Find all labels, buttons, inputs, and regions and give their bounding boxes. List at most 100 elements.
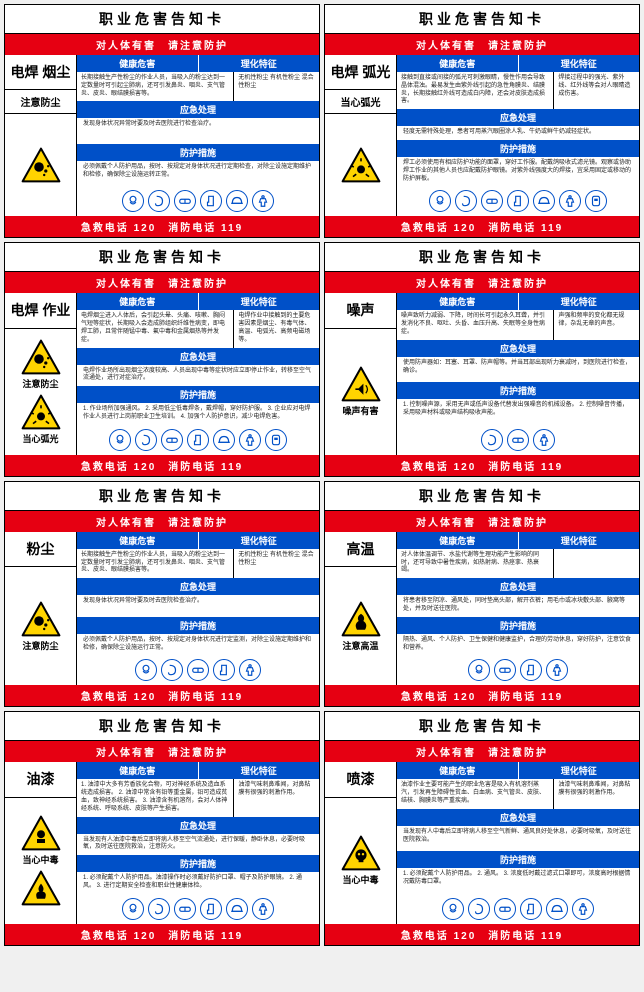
ppe-icons-row <box>77 655 319 685</box>
warning-symbols: 注意防尘当心弧光 <box>5 329 76 455</box>
hazard-card: 职业危害告知卡对人体有害 请注意防护噪声噪声有害健康危害理化特征噪声致听力减弱、… <box>324 242 640 476</box>
ppe-icons-row <box>397 655 639 685</box>
right-col: 健康危害理化特征噪声致听力减弱、下降，时间长可引起永久耳聋，并引发消化不良、呕吐… <box>397 293 639 454</box>
hazard-card: 职业危害告知卡对人体有害 请注意防护电焊 烟尘注意防尘健康危害理化特征长期接触生… <box>4 4 320 238</box>
ppe-helmet-icon <box>226 190 248 212</box>
card-title: 职业危害告知卡 <box>325 243 639 272</box>
emergency-header: 应急处理 <box>77 817 319 834</box>
warning-bar: 对人体有害 请注意防护 <box>5 272 319 293</box>
hazard-card: 职业危害告知卡对人体有害 请注意防护电焊 弧光当心弧光健康危害理化特征接触到直接… <box>324 4 640 238</box>
features-header: 理化特征 <box>519 55 640 72</box>
mid-warn-label: 注意防尘 <box>5 90 76 114</box>
warning-symbols: 噪声有害 <box>325 329 396 455</box>
footer-bar: 急救电话 120 消防电话 119 <box>325 216 639 237</box>
protection-header: 防护措施 <box>77 386 319 403</box>
emergency-text: 当发现有人中毒后立即将病人移至空气新鲜、通风良好处休息，必要时吸氧，及时送往医院… <box>397 826 639 852</box>
features-header: 理化特征 <box>199 762 320 779</box>
health-features-row: 长期接触生产性粉尘的作业人员，当吸入的粉尘达到一定数量时可引起尘肺病，还可引发鼻… <box>77 72 319 101</box>
health-header: 健康危害 <box>77 293 199 310</box>
health-header: 健康危害 <box>397 532 519 549</box>
ppe-icons-row <box>77 186 319 216</box>
warning-symbols: 注意防尘 <box>5 567 76 685</box>
warning-bar: 对人体有害 请注意防护 <box>5 34 319 55</box>
card-body: 电焊 烟尘注意防尘健康危害理化特征长期接触生产性粉尘的作业人员，当吸入的粉尘达到… <box>5 55 319 216</box>
warning-triangle-icon <box>21 147 61 183</box>
ppe-icons-row <box>77 894 319 924</box>
protection-header: 防护措施 <box>397 140 639 157</box>
protection-text: 必须佩戴个人防护用品，按时、按规定对身体状况进行定监测，对除尘设施定期维护和检修… <box>77 634 319 656</box>
card-title: 职业危害告知卡 <box>325 712 639 741</box>
features-text: 无机性粉尘 有机性粉尘 混合性粉尘 <box>234 72 319 101</box>
ppe-gloves-icon <box>200 898 222 920</box>
ppe-gloves-icon <box>213 659 235 681</box>
ppe-gloves-icon <box>520 898 542 920</box>
ppe-goggles-icon <box>174 190 196 212</box>
ppe-mask-icon <box>122 190 144 212</box>
ppe-ear-icon <box>161 659 183 681</box>
ppe-ear-icon <box>148 190 170 212</box>
ppe-shield-icon <box>265 429 287 451</box>
card-body: 噪声噪声有害健康危害理化特征噪声致听力减弱、下降，时间长可引起永久耳聋，并引发消… <box>325 293 639 454</box>
ppe-icons-row <box>397 186 639 216</box>
footer-bar: 急救电话 120 消防电话 119 <box>5 455 319 476</box>
warning-triangle-icon <box>341 147 381 183</box>
ppe-icons-row <box>397 894 639 924</box>
emergency-header: 应急处理 <box>397 578 639 595</box>
features-text: 声强和频率的变化都无规律，杂乱无章的声音。 <box>554 310 639 339</box>
warning-triangle-icon: 噪声有害 <box>341 366 381 417</box>
right-col: 健康危害理化特征电焊烟尘进入人体后，会引起头晕、头痛、咳嗽、胸闷气短等症状，长期… <box>77 293 319 454</box>
footer-bar: 急救电话 120 消防电话 119 <box>325 455 639 476</box>
ppe-shield-icon <box>585 190 607 212</box>
ppe-icons-row <box>397 425 639 455</box>
ppe-suit-icon <box>252 190 274 212</box>
right-col: 健康危害理化特征油漆作业主要可能产生的职业危害是吸入有机溶剂蒸汽，引发再生障碍性… <box>397 762 639 923</box>
features-text: 油漆气味刺鼻难闻，对鼻粘膜有很强的刺激作用。 <box>234 779 319 816</box>
footer-bar: 急救电话 120 消防电话 119 <box>5 685 319 706</box>
card-title: 职业危害告知卡 <box>5 5 319 34</box>
ppe-suit-icon <box>239 659 261 681</box>
left-col: 电焊 作业注意防尘当心弧光 <box>5 293 77 454</box>
right-col: 健康危害理化特征接触到直接或间接的弧光可刺激眼睛，慢性作用会导致晶体混浊。最易发… <box>397 55 639 216</box>
ppe-icons-row <box>77 425 319 455</box>
health-text: 1. 油漆中大多有芳香族化合物，可对神经系统及造血系统造成损害。 2. 油漆中常… <box>77 779 234 816</box>
features-header: 理化特征 <box>519 532 640 549</box>
ppe-gloves-icon <box>200 190 222 212</box>
health-header: 健康危害 <box>77 762 199 779</box>
health-header: 健康危害 <box>77 532 199 549</box>
health-features-row: 噪声致听力减弱、下降，时间长可引起永久耳聋，并引发消化不良、呕吐、头昏、血压升高… <box>397 310 639 339</box>
emergency-text: 发现身体状况异常时要及时去医院检查治疗。 <box>77 595 319 617</box>
protection-text: 1. 作业场所加强通风。 2. 采用低尘低毒焊条，戴焊帽，穿好防护服。 3. 企… <box>77 403 319 425</box>
features-header: 理化特征 <box>519 762 640 779</box>
warning-triangle-icon: 当心中毒 <box>341 835 381 886</box>
left-col: 喷漆当心中毒 <box>325 762 397 923</box>
ppe-mask-icon <box>442 898 464 920</box>
health-header: 健康危害 <box>397 55 519 72</box>
hazard-name: 油漆 <box>5 762 76 797</box>
protection-header: 防护措施 <box>77 855 319 872</box>
ppe-gloves-icon <box>507 190 529 212</box>
features-text <box>554 549 639 578</box>
ppe-helmet-icon <box>533 190 555 212</box>
left-col: 电焊 弧光当心弧光 <box>325 55 397 216</box>
emergency-header: 应急处理 <box>397 809 639 826</box>
health-features-row: 油漆作业主要可能产生的职业危害是吸入有机溶剂蒸汽，引发再生障碍性贫血、白血病、支… <box>397 779 639 808</box>
ppe-ear-icon <box>455 190 477 212</box>
warning-symbols: 注意高温 <box>325 567 396 685</box>
health-text: 对人体体温调节、水盐代谢等生理功能产生影响的同时，还可导致中暑性疾病，如热射病、… <box>397 549 554 578</box>
hazard-card: 职业危害告知卡对人体有害 请注意防护油漆当心中毒健康危害理化特征1. 油漆中大多… <box>4 711 320 945</box>
health-text: 长期接触生产性粉尘的作业人员，当吸入的粉尘达到一定数量时可引发尘肺病，还可引发鼻… <box>77 549 234 578</box>
mid-warn-label: 当心弧光 <box>325 90 396 114</box>
emergency-text: 当发现有人油漆中毒后立即将病人移至空气流通处，进行保暖，静卧休息，必要时吸氧，及… <box>77 834 319 856</box>
warning-symbols <box>325 114 396 216</box>
footer-bar: 急救电话 120 消防电话 119 <box>5 924 319 945</box>
ppe-goggles-icon <box>187 659 209 681</box>
section-headers: 健康危害理化特征 <box>397 762 639 779</box>
warning-label: 当心中毒 <box>342 873 378 886</box>
warning-symbols <box>5 114 76 216</box>
ppe-goggles-icon <box>507 429 529 451</box>
section-headers: 健康危害理化特征 <box>397 532 639 549</box>
hazard-name: 喷漆 <box>325 762 396 797</box>
ppe-goggles-icon <box>174 898 196 920</box>
ppe-mask-icon <box>135 659 157 681</box>
ppe-mask-icon <box>109 429 131 451</box>
